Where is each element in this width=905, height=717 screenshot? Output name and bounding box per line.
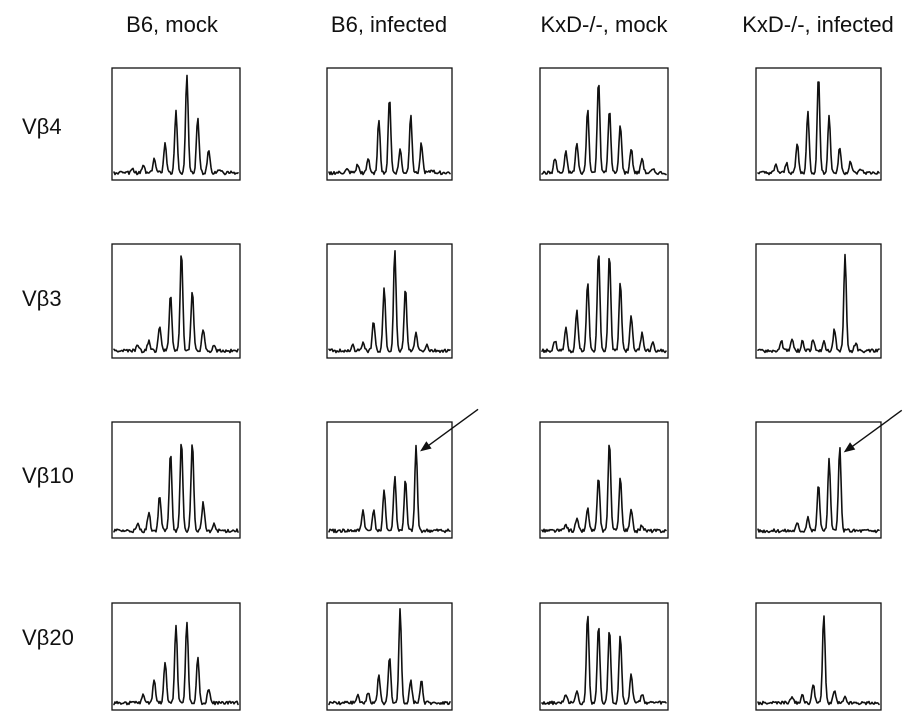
panel-frame bbox=[755, 602, 882, 711]
row-label-vb4: Vβ4 bbox=[22, 114, 62, 139]
arrow-head bbox=[843, 442, 856, 453]
panel-frame bbox=[539, 602, 669, 711]
spectratype-panel-vb10-b6-infected bbox=[326, 408, 479, 539]
panel-grid bbox=[111, 67, 903, 711]
spectratype-panel-vb3-b6-mock bbox=[111, 243, 241, 359]
panel-frame bbox=[326, 602, 453, 711]
panel-frame bbox=[111, 421, 241, 539]
arrow-shaft bbox=[849, 409, 903, 449]
column-labels: B6, mock B6, infected KxD-/-, mock KxD-/… bbox=[126, 12, 894, 37]
spectratype-panel-vb20-kxd-infected bbox=[755, 602, 882, 711]
spectratype-trace bbox=[757, 253, 880, 354]
spectratype-panel-vb10-kxd-infected bbox=[755, 409, 903, 539]
spectratype-trace bbox=[541, 84, 667, 176]
column-label-b6-mock: B6, mock bbox=[126, 12, 219, 37]
panel-frame bbox=[111, 602, 241, 711]
row-label-vb10: Vβ10 bbox=[22, 463, 74, 488]
spectratype-trace bbox=[113, 74, 239, 176]
spectratype-trace bbox=[328, 444, 451, 534]
spectratype-trace bbox=[757, 615, 880, 706]
spectratype-panel-vb20-b6-mock bbox=[111, 602, 241, 711]
spectratype-trace bbox=[541, 255, 667, 354]
arrow-annotation bbox=[420, 408, 479, 452]
spectratype-panel-vb4-kxd-mock bbox=[539, 67, 669, 181]
panel-frame bbox=[111, 243, 241, 359]
spectratype-panel-vb3-b6-infected bbox=[326, 243, 453, 359]
spectratype-panel-vb10-kxd-mock bbox=[539, 421, 669, 539]
row-labels: Vβ4 Vβ3 Vβ10 Vβ20 bbox=[22, 114, 74, 650]
spectratype-trace bbox=[328, 608, 451, 706]
column-label-b6-infected: B6, infected bbox=[331, 12, 447, 37]
panel-frame bbox=[326, 67, 453, 181]
row-label-vb20: Vβ20 bbox=[22, 625, 74, 650]
spectratype-trace bbox=[328, 250, 451, 354]
panel-frame bbox=[539, 67, 669, 181]
spectratype-trace bbox=[113, 255, 239, 354]
spectratype-trace bbox=[328, 101, 451, 176]
spectratype-panel-vb4-b6-mock bbox=[111, 67, 241, 181]
spectratype-trace bbox=[113, 621, 239, 706]
spectratype-panel-vb20-b6-infected bbox=[326, 602, 453, 711]
arrow-head bbox=[420, 441, 432, 452]
arrow-annotation bbox=[843, 409, 903, 453]
arrow-shaft bbox=[425, 408, 479, 448]
spectratype-panel-vb20-kxd-mock bbox=[539, 602, 669, 711]
spectratype-trace bbox=[113, 443, 239, 534]
column-label-kxd-mock: KxD-/-, mock bbox=[540, 12, 668, 37]
panel-frame bbox=[539, 243, 669, 359]
spectratype-panel-vb3-kxd-mock bbox=[539, 243, 669, 359]
spectratype-panel-vb4-b6-infected bbox=[326, 67, 453, 181]
spectratype-panel-vb4-kxd-infected bbox=[755, 67, 882, 181]
spectratype-trace bbox=[541, 444, 667, 534]
panel-frame bbox=[326, 421, 453, 539]
panel-frame bbox=[326, 243, 453, 359]
panel-frame bbox=[755, 243, 882, 359]
spectratype-trace bbox=[757, 81, 880, 176]
spectratype-trace bbox=[757, 447, 880, 534]
panel-frame bbox=[539, 421, 669, 539]
row-label-vb3: Vβ3 bbox=[22, 286, 62, 311]
spectratype-panel-vb3-kxd-infected bbox=[755, 243, 882, 359]
spectratype-trace bbox=[541, 615, 667, 706]
column-label-kxd-infected: KxD-/-, infected bbox=[742, 12, 894, 37]
spectratype-panel-vb10-b6-mock bbox=[111, 421, 241, 539]
